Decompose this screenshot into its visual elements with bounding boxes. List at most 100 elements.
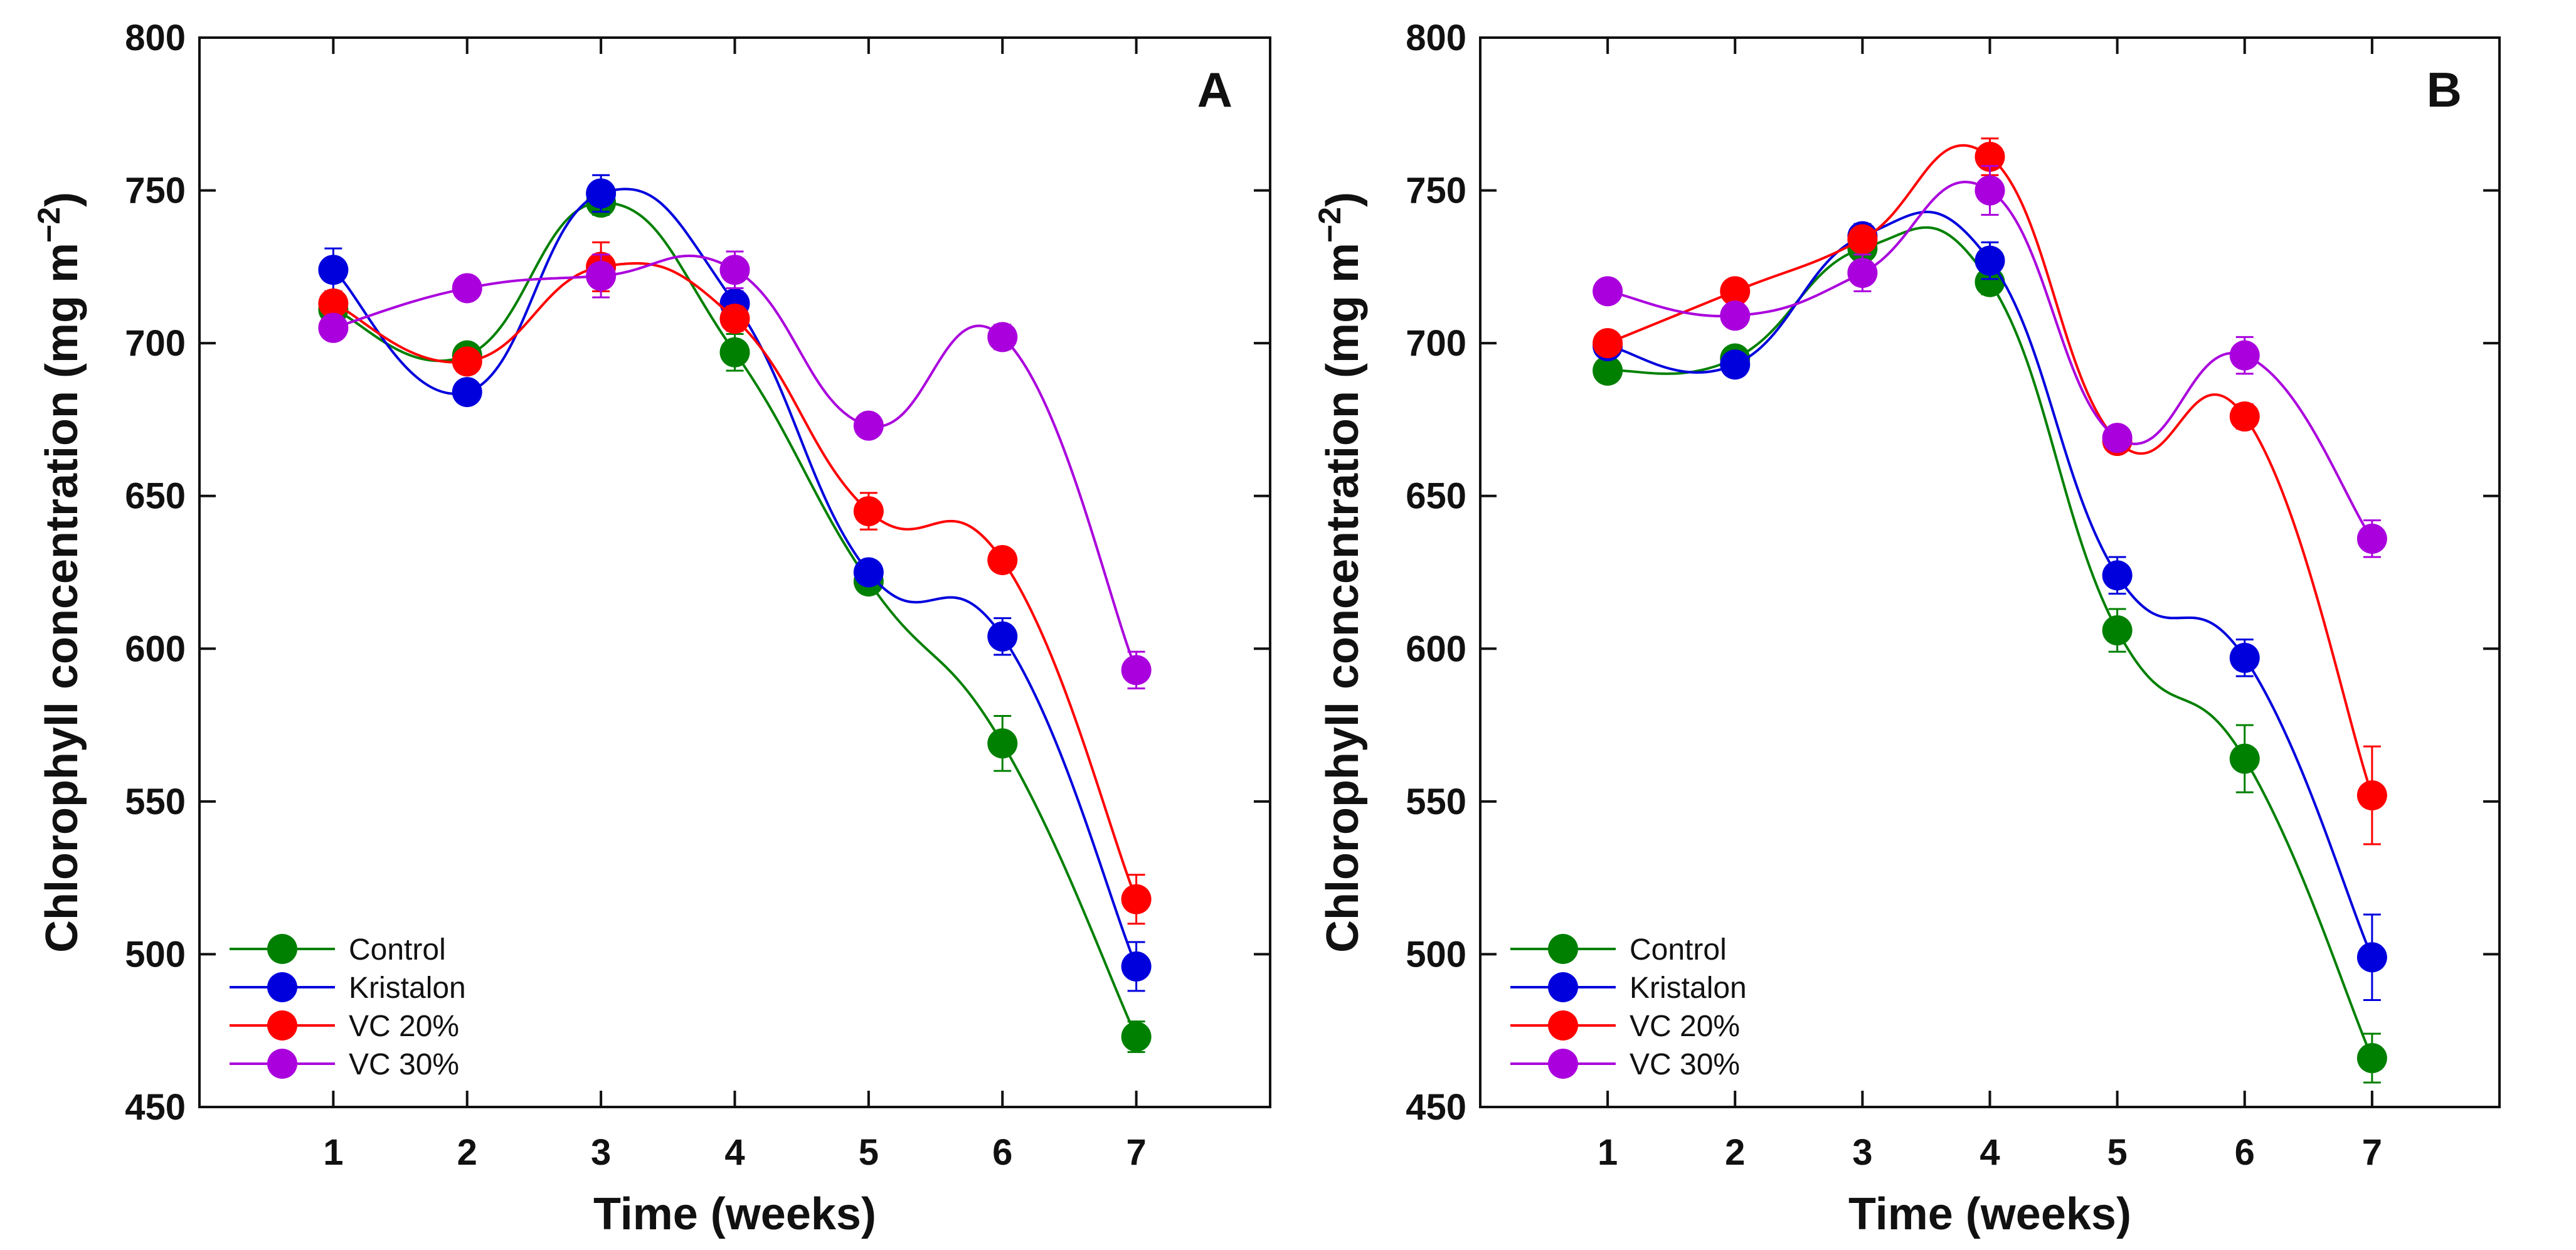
series-line — [1607, 210, 2373, 958]
legend-marker — [267, 972, 297, 1002]
data-point — [987, 621, 1018, 652]
legend-item: VC 30% — [1510, 1048, 1740, 1081]
legend: Control Kristalon VC 20% VC 30% — [230, 933, 466, 1081]
legend-marker — [1548, 1010, 1578, 1041]
data-point — [318, 288, 349, 319]
data-point — [2229, 340, 2260, 371]
series-line — [332, 201, 1138, 1037]
y-tick-label: 750 — [125, 171, 186, 211]
y-axis-title-exponent: −2 — [31, 207, 66, 243]
legend-label: VC 20% — [1630, 1010, 1740, 1043]
data-point — [853, 496, 884, 527]
data-point — [1974, 175, 2005, 206]
panel-label: A — [1197, 62, 1232, 117]
legend-item: Control — [1510, 933, 1727, 967]
legend-label: VC 20% — [349, 1010, 459, 1043]
legend-label: VC 30% — [349, 1048, 459, 1081]
data-point — [2102, 615, 2133, 646]
data-point — [2102, 423, 2133, 453]
series-vc-30- — [1593, 165, 2387, 558]
y-axis-title-exponent: −2 — [1312, 207, 1347, 243]
data-point — [1720, 276, 1751, 307]
data-point — [2356, 523, 2387, 554]
y-axis-title-close: ) — [1318, 192, 1368, 207]
data-point — [987, 728, 1018, 759]
y-tick-label: 500 — [125, 934, 186, 975]
data-point — [1593, 328, 1623, 359]
data-point — [1974, 267, 2005, 297]
y-tick-label: 450 — [1406, 1087, 1466, 1128]
data-point — [586, 260, 617, 291]
x-axis-title: Time (weeks) — [1848, 1189, 2131, 1239]
legend-item: VC 20% — [1510, 1010, 1740, 1043]
legend-label: Kristalon — [1630, 972, 1747, 1005]
y-tick-label: 800 — [125, 18, 186, 58]
legend-item: Control — [230, 933, 446, 967]
y-tick-label: 800 — [1406, 18, 1466, 58]
data-point — [719, 337, 750, 368]
x-tick-label: 4 — [1980, 1132, 2000, 1173]
data-point — [2102, 560, 2133, 591]
y-axis-title-main: Chlorophyll concentration (mg m — [1318, 243, 1368, 953]
data-point — [2356, 780, 2387, 811]
x-tick-label: 1 — [323, 1132, 343, 1173]
data-point — [853, 410, 884, 441]
legend-item: Kristalon — [1510, 972, 1747, 1005]
series-vc-30- — [318, 250, 1152, 690]
series-line — [332, 254, 1138, 671]
series-line — [1607, 226, 2373, 1059]
legend-label: VC 30% — [1630, 1048, 1740, 1081]
x-tick-label: 5 — [2107, 1132, 2127, 1173]
x-tick-label: 6 — [992, 1132, 1012, 1173]
legend-label: Kristalon — [349, 972, 466, 1005]
series-kristalon — [318, 174, 1152, 992]
data-point — [1974, 141, 2005, 172]
x-tick-label: 7 — [1126, 1132, 1146, 1173]
x-tick-label: 2 — [1725, 1132, 1745, 1173]
panel-label: B — [2427, 62, 2462, 117]
x-tick-label: 4 — [724, 1132, 745, 1173]
x-tick-label: 1 — [1598, 1132, 1618, 1173]
x-tick-label: 7 — [2362, 1132, 2382, 1173]
chart-panel-b: 450 500 550 600 650 700 750 800 1 2 3 4 5 6 7 Time (wee… — [1312, 18, 2501, 1239]
x-tick-label: 6 — [2235, 1132, 2255, 1173]
y-tick-label: 600 — [1406, 628, 1466, 669]
data-point — [2356, 1043, 2387, 1074]
y-tick-label: 650 — [1406, 476, 1466, 517]
data-point — [1121, 951, 1152, 982]
legend-marker — [1548, 972, 1578, 1002]
data-point — [987, 322, 1018, 352]
data-point — [1593, 355, 1623, 386]
legend-item: VC 30% — [230, 1048, 459, 1081]
y-axis-title-close: ) — [37, 192, 87, 207]
data-point — [719, 304, 750, 334]
data-point — [452, 377, 482, 408]
y-tick-label: 650 — [125, 476, 186, 517]
y-tick-label: 450 — [125, 1087, 186, 1128]
x-tick-label: 3 — [591, 1132, 611, 1173]
legend-label: Control — [349, 933, 446, 967]
y-tick-label: 750 — [1406, 171, 1466, 211]
chart-panel-a: 450 500 550 600 650 700 750 800 1 2 3 4 5 6 7 Time (wee… — [31, 18, 1271, 1239]
data-point — [318, 255, 349, 285]
data-point — [1121, 1021, 1152, 1052]
data-point — [2229, 642, 2260, 673]
legend-marker — [267, 1049, 297, 1079]
legend-marker — [1548, 934, 1578, 964]
x-tick-label: 3 — [1852, 1132, 1872, 1173]
y-axis-title: Chlorophyll concentration (mg m−2) — [31, 192, 87, 953]
legend-marker — [1548, 1049, 1578, 1079]
data-point — [452, 346, 482, 377]
legend-item: Kristalon — [230, 972, 466, 1005]
y-tick-label: 600 — [125, 628, 186, 669]
data-point — [1121, 884, 1152, 914]
data-point — [2356, 942, 2387, 973]
data-point — [452, 273, 482, 304]
legend-item: VC 20% — [230, 1010, 459, 1043]
x-tick-label: 5 — [859, 1132, 879, 1173]
data-point — [987, 545, 1018, 576]
data-point — [1593, 276, 1623, 307]
x-tick-label: 2 — [457, 1132, 477, 1173]
data-point — [2229, 401, 2260, 432]
